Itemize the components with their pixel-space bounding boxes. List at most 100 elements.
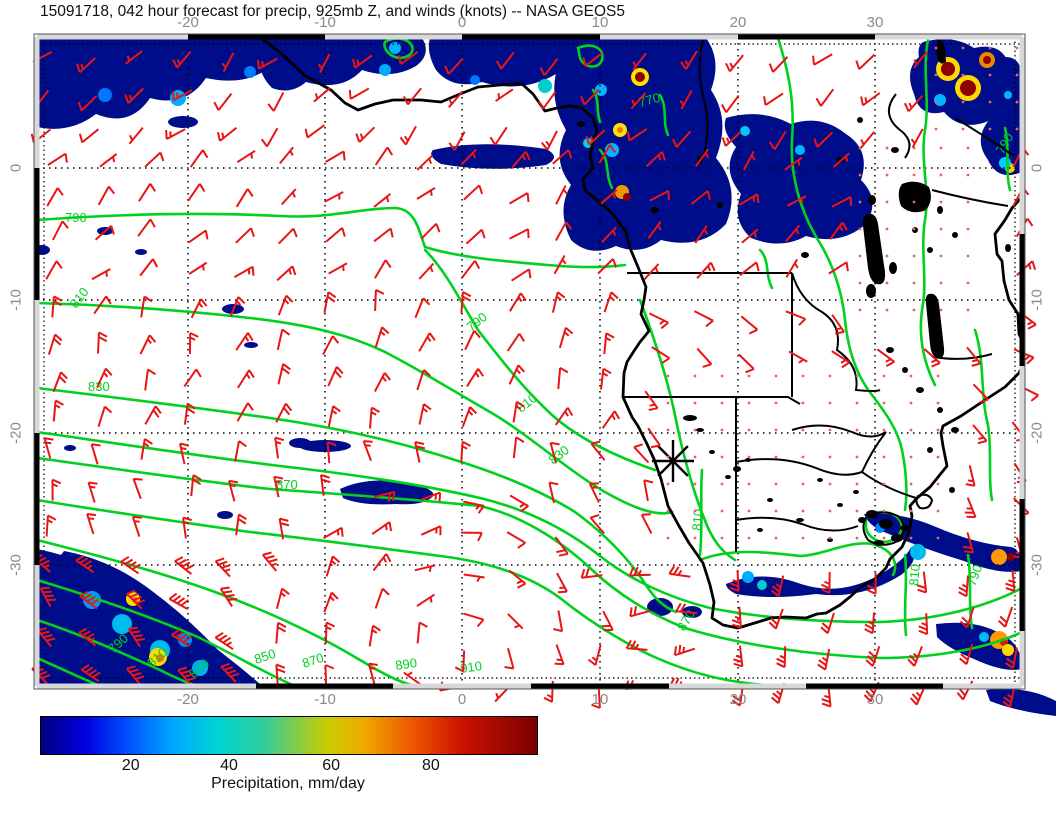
wind-barb [448,131,466,151]
terrain-dot [912,308,916,312]
terrain-dot [936,455,940,459]
wind-barb [144,151,165,168]
terrain-dot [858,308,862,312]
terrain-dot [720,374,724,378]
precip-core [156,654,164,662]
wind-barb [235,332,254,351]
wind-barb [144,368,157,391]
wind-barb [80,664,101,683]
wind-barb [47,333,63,355]
terrain-dot [912,173,916,177]
terrain-dot [666,374,670,378]
water-body [866,284,876,298]
wind-barb [673,644,696,657]
wind-barb [76,57,96,73]
terrain-dot [828,374,832,378]
wind-barb [374,146,394,166]
terrain-dot [855,455,859,459]
wind-barb [278,517,290,540]
precip-core [1002,644,1014,656]
wind-barb [860,92,881,107]
wind-barb [511,268,532,282]
wind-barb [214,631,234,651]
wind-barb [96,367,113,389]
water-body [717,202,723,208]
wind-barb [696,261,716,279]
wind-barb [355,126,376,143]
wind-barb [820,612,835,634]
wind-barb [328,262,348,275]
wind-barb [817,648,831,671]
wind-barb [323,591,339,613]
wind-barb [362,440,373,462]
height-contour [35,301,674,515]
lat-tick-left--20: -20 [7,422,25,444]
wind-barb [79,590,100,610]
wind-barb [651,346,671,364]
wind-barb [768,608,784,630]
terrain-dot [801,482,805,486]
terrain-dot [882,401,886,405]
lat-tick-right--10: -10 [1028,289,1046,311]
wind-barb [507,613,524,630]
terrain-dot [801,401,805,405]
height-contour [35,538,422,688]
wind-barb [46,187,64,207]
wind-barb [448,90,464,109]
wind-barb [506,531,526,549]
water-body [817,478,823,482]
precip-core [379,64,391,76]
wind-barb [51,295,63,318]
wind-barb [420,491,442,502]
terrain-dot [966,146,970,150]
wind-barb [731,606,742,629]
precip-patch [217,511,233,519]
wind-barb [511,150,531,169]
terrain-dot [747,482,751,486]
wind-barb [965,465,976,487]
wind-barb [785,224,801,243]
terrain-dot [912,281,916,285]
water-body [889,262,897,274]
wind-barb [214,557,231,578]
wind-barb [398,50,419,65]
wind-barb [508,192,530,205]
terrain-dot [693,536,697,540]
water-body [952,232,958,238]
contour-label-830: 830 [88,379,110,394]
wind-barb [78,627,97,647]
precip-core [742,571,754,583]
precip-patch [244,342,258,348]
wind-barb [675,602,698,615]
terrain-dot [966,227,970,231]
precip-core [983,56,991,64]
wind-barb [97,331,108,354]
wind-barb [554,407,574,426]
wind-barb [418,403,432,425]
colorbar-tick-40: 40 [220,757,238,774]
water-body [827,538,833,542]
terrain-dot [855,536,859,540]
precip-core [98,88,112,102]
terrain-dot [774,455,778,459]
wind-barb [229,296,246,317]
precip-area [726,547,915,597]
wind-barb [91,268,111,281]
contour-label-890: 890 [394,655,418,673]
terrain-dot [885,227,889,231]
terrain-dot [666,401,670,405]
terrain-dot [747,374,751,378]
contour-label-810: 810 [906,563,923,586]
wind-barb [1002,686,1016,708]
water-body [937,206,943,214]
water-body [927,247,933,253]
wind-barb [418,332,436,352]
wind-barb [128,126,144,145]
wind-barb [140,438,153,460]
terrain-dot [885,281,889,285]
water-body [891,534,903,542]
wind-barb [966,346,982,367]
precip-area [37,38,274,129]
wind-barb [815,88,835,107]
wind-barb [864,612,875,635]
